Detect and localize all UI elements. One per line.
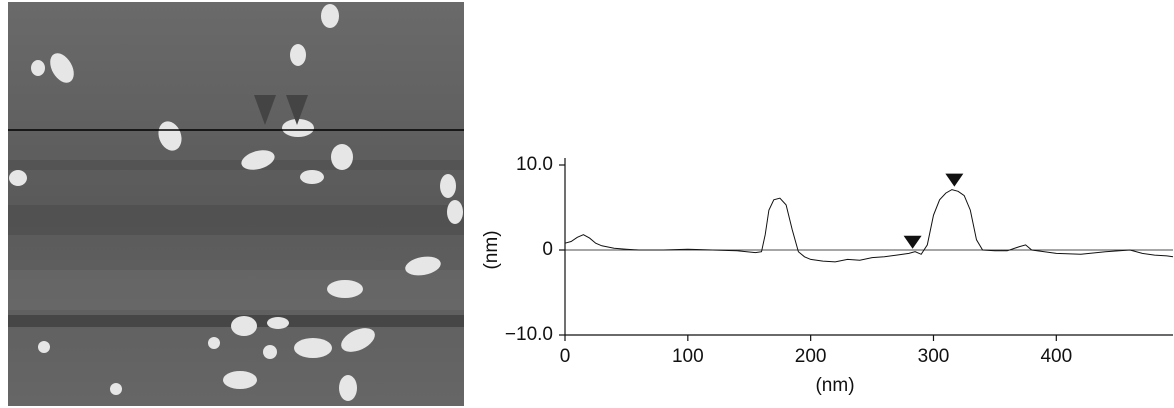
profile-line [564,189,1174,263]
y-tick-label: 10.0 [516,154,553,175]
x-tick-label: 300 [918,346,950,367]
y-tick-label: −10.0 [505,324,553,345]
y-axis-label: (nm) [481,230,502,269]
x-tick-label: 0 [560,346,571,367]
afm-image [8,2,464,406]
x-tick-label: 400 [1040,346,1072,367]
profile-marker [945,173,964,187]
y-tick-label: 0 [542,239,553,260]
x-tick-label: 100 [672,346,704,367]
profile-marker [903,235,922,249]
x-tick-label: 200 [795,346,827,367]
x-axis-label: (nm) [815,375,854,396]
